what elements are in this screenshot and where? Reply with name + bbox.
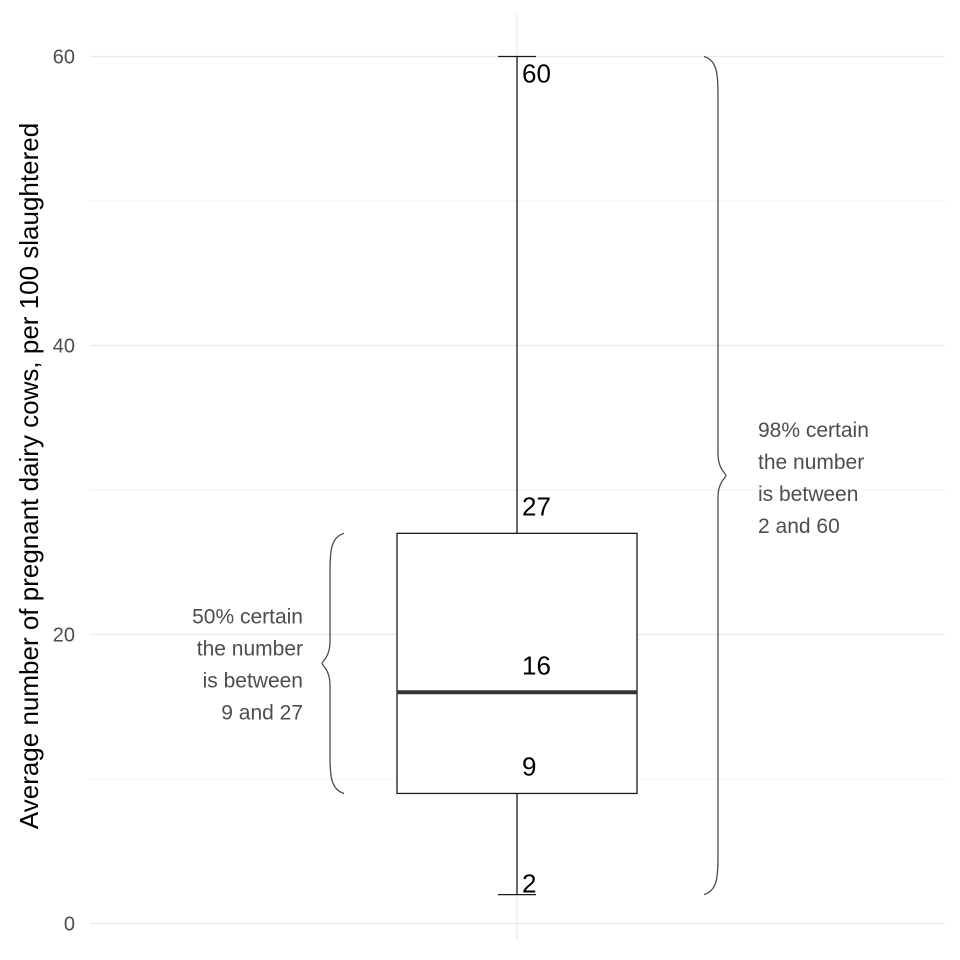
y-tick-label: 20 bbox=[53, 625, 75, 647]
y-axis-label: Average number of pregnant dairy cows, p… bbox=[14, 123, 44, 829]
y-axis-ticks: 0 20 40 60 bbox=[53, 47, 75, 936]
annotations: 50% certain the number is between 9 and 27 9… bbox=[192, 55, 869, 896]
y-tick-label: 40 bbox=[53, 336, 75, 358]
right-curly-brace bbox=[703, 55, 727, 896]
q3-label: 27 bbox=[522, 491, 551, 521]
boxplot bbox=[396, 55, 638, 896]
right-annotation-line: 2 and 60 bbox=[758, 515, 840, 538]
median-label: 16 bbox=[522, 650, 551, 680]
q1-label: 9 bbox=[522, 751, 536, 781]
iqr-box bbox=[396, 532, 638, 795]
left-curly-brace bbox=[321, 532, 345, 795]
left-annotation-line: is between bbox=[203, 669, 303, 692]
left-annotation-line: 9 and 27 bbox=[221, 701, 303, 724]
right-annotation-line: 98% certain bbox=[758, 419, 869, 442]
y-tick-label: 0 bbox=[64, 914, 75, 936]
min-label: 2 bbox=[522, 869, 536, 899]
right-annotation-line: the number bbox=[758, 451, 864, 474]
left-annotation-line: the number bbox=[197, 637, 303, 660]
y-tick-label: 60 bbox=[53, 47, 75, 69]
value-labels: 60 27 16 9 2 bbox=[522, 59, 551, 899]
max-label: 60 bbox=[522, 59, 551, 89]
right-annotation-line: is between bbox=[758, 483, 858, 506]
left-annotation-line: 50% certain bbox=[192, 605, 303, 628]
